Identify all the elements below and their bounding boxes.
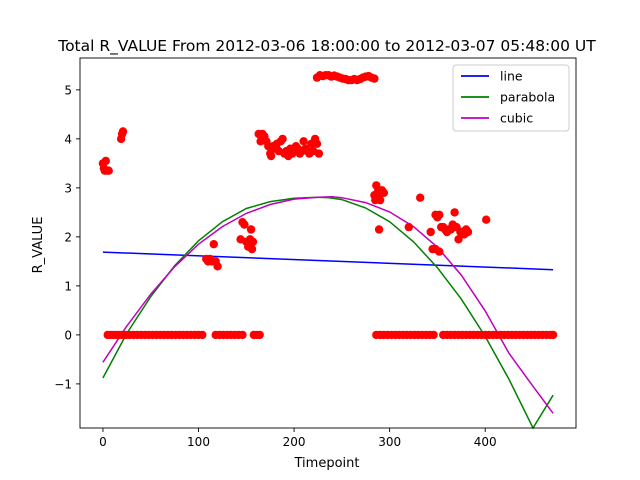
scatter-point — [435, 210, 444, 219]
scatter-point — [248, 237, 258, 246]
scatter-points — [98, 71, 558, 340]
scatter-point — [255, 330, 264, 340]
scatter-point — [247, 244, 257, 254]
scatter-point — [370, 74, 379, 83]
plot-area: 0 100 200 300 400 −1 0 1 2 3 4 5 line parabola cubic — [54, 57, 577, 449]
scatter-point — [463, 227, 473, 237]
y-tick-label: 0 — [64, 328, 72, 342]
scatter-point — [312, 139, 322, 148]
scatter-point — [429, 330, 438, 340]
legend-label: line — [500, 69, 523, 84]
legend: line parabola cubic — [452, 64, 570, 132]
scatter-point — [299, 137, 308, 146]
scatter-point — [404, 222, 413, 232]
y-tick-label: 4 — [64, 132, 72, 146]
series-line-line — [102, 251, 554, 271]
scatter-point — [213, 262, 222, 271]
axes-frame — [79, 57, 577, 429]
scatter-point — [118, 127, 128, 136]
x-tick-label: 200 — [283, 435, 306, 449]
scatter-point — [375, 195, 385, 205]
y-tick-label: 2 — [64, 230, 72, 244]
scatter-point — [314, 149, 324, 158]
y-tick-label: 5 — [64, 83, 72, 97]
scatter-point — [238, 330, 247, 340]
x-axis-label: Timepoint — [294, 456, 360, 471]
scatter-point — [104, 166, 113, 175]
y-tick-label: 1 — [64, 279, 72, 293]
scatter-point — [548, 330, 558, 340]
scatter-point — [198, 330, 207, 340]
scatter-point — [426, 227, 435, 237]
x-tick-label: 0 — [99, 435, 107, 449]
y-tick-label: 3 — [64, 181, 72, 195]
x-tick-label: 100 — [187, 435, 210, 449]
scatter-point — [454, 235, 463, 244]
scatter-point — [379, 188, 389, 197]
scatter-point — [266, 151, 276, 161]
x-tick-label: 400 — [474, 435, 497, 449]
scatter-point — [246, 225, 256, 234]
scatter-point — [416, 193, 425, 202]
scatter-point — [240, 220, 249, 229]
scatter-point — [450, 208, 459, 217]
scatter-point — [101, 156, 111, 166]
legend-box — [452, 64, 570, 132]
scatter-point — [374, 225, 384, 234]
y-axis-label: R_VALUE — [31, 217, 46, 274]
series-line-parabola — [102, 196, 554, 430]
legend-label: parabola — [500, 90, 555, 105]
scatter-point — [435, 247, 444, 256]
y-tick-label: −1 — [54, 377, 72, 391]
series-line-cubic — [102, 195, 554, 414]
x-tick-label: 300 — [378, 435, 401, 449]
scatter-point — [278, 134, 287, 144]
scatter-point — [482, 215, 491, 224]
scatter-point — [209, 240, 218, 249]
legend-label: cubic — [500, 111, 533, 126]
chart-title: Total R_VALUE From 2012-03-06 18:00:00 t… — [57, 37, 596, 56]
